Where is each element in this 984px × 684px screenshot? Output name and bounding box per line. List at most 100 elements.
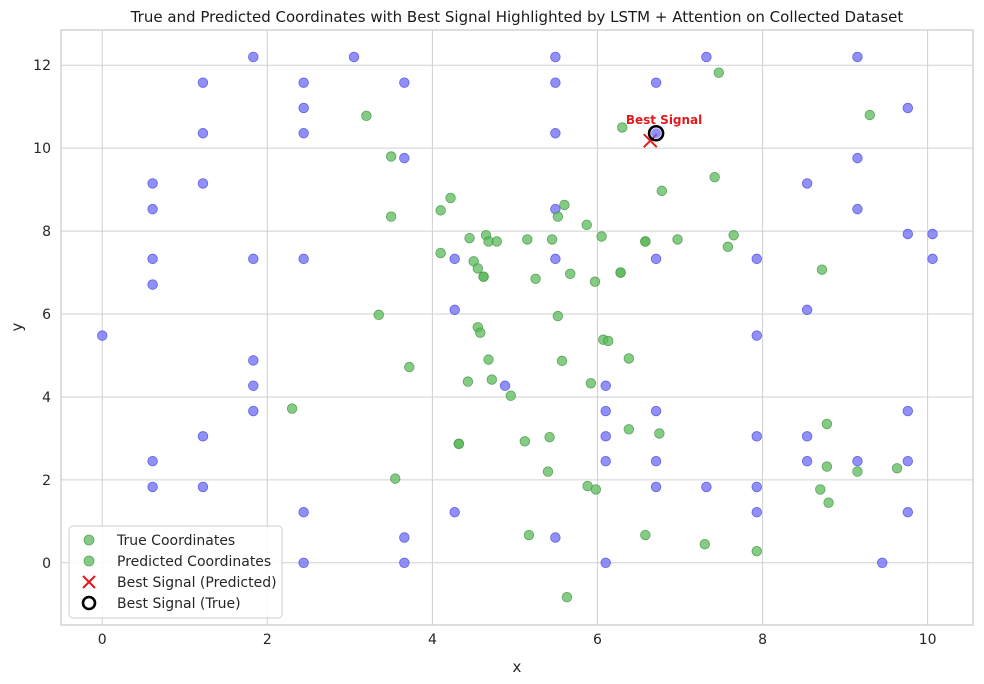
predicted-point — [561, 592, 573, 603]
predicted-point — [623, 353, 635, 364]
legend-best-true-label: Best Signal (True) — [117, 596, 241, 612]
true-point — [550, 51, 561, 63]
true-point — [248, 51, 259, 63]
true-point — [852, 152, 863, 164]
predicted-point — [589, 276, 601, 287]
predicted-point — [821, 461, 833, 472]
predicted-point — [864, 109, 876, 121]
true-point — [399, 77, 410, 88]
true-point — [701, 51, 712, 63]
chart-title: True and Predicted Coordinates with Best… — [130, 8, 904, 26]
legend: True Coordinates Predicted Coordinates Bes… — [68, 525, 283, 619]
predicted-point — [552, 211, 564, 222]
true-point — [751, 481, 762, 493]
true-point — [600, 557, 611, 569]
predicted-point — [453, 438, 465, 450]
true-point — [197, 128, 209, 139]
predicted-point — [286, 403, 298, 414]
true-point — [248, 355, 259, 366]
x-tick-label: 8 — [758, 632, 767, 648]
true-point — [147, 279, 158, 290]
predicted-point — [709, 171, 720, 183]
true-point — [399, 557, 410, 569]
legend-best-true-marker — [81, 595, 97, 611]
predicted-point — [640, 529, 651, 541]
true-point — [600, 431, 611, 442]
predicted-point — [559, 199, 570, 211]
data-points — [97, 51, 938, 603]
true-point — [147, 178, 158, 189]
true-point — [650, 77, 662, 88]
y-tick-label: 2 — [42, 473, 51, 489]
predicted-point — [373, 309, 384, 321]
predicted-point — [546, 234, 558, 245]
x-tick-label: 10 — [919, 632, 937, 648]
predicted-point — [821, 418, 833, 430]
predicted-point — [361, 110, 372, 122]
predicted-point — [486, 374, 498, 385]
predicted-point — [699, 538, 710, 550]
true-point — [298, 253, 309, 265]
y-tick-label: 10 — [33, 141, 51, 157]
x-axis-label: x — [513, 658, 522, 676]
true-point — [701, 481, 712, 493]
legend-predicted-entry: Predicted Coordinates — [83, 554, 271, 570]
predicted-point — [390, 473, 401, 484]
predicted-point — [445, 192, 456, 204]
true-point — [852, 456, 863, 467]
true-point — [449, 304, 460, 316]
true-point — [449, 507, 460, 518]
legend-best-predicted-marker — [82, 575, 96, 589]
true-point — [600, 380, 611, 391]
legend-box — [68, 525, 283, 619]
true-point — [927, 228, 938, 240]
predicted-point — [852, 466, 863, 477]
true-point — [298, 507, 309, 518]
predicted-point — [385, 151, 397, 162]
predicted-point — [435, 247, 446, 259]
legend-true-entry: True Coordinates — [83, 533, 235, 549]
y-tick-label: 4 — [42, 390, 51, 406]
true-point — [902, 507, 913, 518]
true-point — [449, 253, 460, 265]
plot-frame — [60, 29, 974, 626]
predicted-point — [815, 484, 826, 495]
true-point — [197, 178, 209, 189]
true-point — [197, 77, 209, 88]
legend-best-predicted-label: Best Signal (Predicted) — [117, 575, 277, 591]
true-point — [600, 405, 611, 417]
true-point — [248, 380, 259, 391]
predicted-point — [472, 263, 483, 274]
true-point — [550, 77, 561, 88]
predicted-point — [478, 271, 489, 282]
predicted-point — [585, 378, 597, 389]
true-point — [877, 557, 888, 569]
axis-ticks: 0 2 4 6 8 10 0 2 4 6 8 10 12 — [33, 58, 936, 648]
predicted-point — [891, 463, 903, 474]
true-point — [248, 253, 259, 265]
true-point — [197, 431, 209, 442]
predicted-point — [615, 267, 626, 278]
predicted-point — [672, 234, 683, 245]
true-point — [927, 253, 938, 265]
predicted-point — [816, 264, 828, 275]
predicted-point — [751, 545, 762, 557]
predicted-point — [530, 273, 541, 284]
true-point — [399, 152, 410, 164]
true-point — [650, 405, 662, 417]
predicted-point — [385, 211, 397, 222]
predicted-point — [491, 236, 502, 247]
legend-best-true-entry: Best Signal (True) — [81, 595, 241, 612]
predicted-point — [522, 234, 533, 245]
true-point — [147, 456, 158, 467]
predicted-point — [475, 327, 486, 338]
true-point — [147, 203, 158, 215]
true-point — [197, 481, 209, 493]
true-point — [801, 304, 813, 316]
y-tick-label: 12 — [33, 58, 51, 74]
true-point — [298, 77, 309, 88]
predicted-point — [464, 232, 475, 244]
true-point — [902, 405, 913, 417]
best-signal-annotation: Best Signal — [626, 113, 702, 127]
